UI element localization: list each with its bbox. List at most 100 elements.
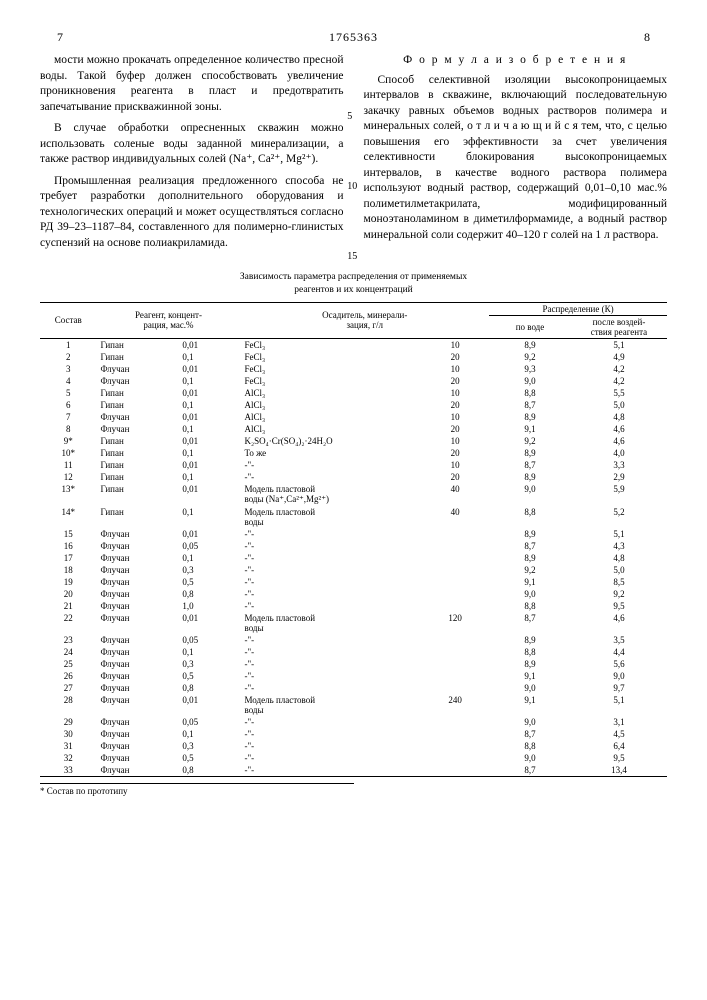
table-cell: 14* bbox=[40, 506, 96, 528]
table-cell: Флучан bbox=[96, 600, 178, 612]
table-cell bbox=[421, 752, 489, 764]
table-cell: FeCl₃ bbox=[241, 338, 422, 351]
table-row: 25Флучан0,3-"-8,95,6 bbox=[40, 658, 667, 670]
table-cell: FeCl₃ bbox=[241, 363, 422, 375]
th-reagent: Реагент, концент- рация, мас.% bbox=[96, 302, 240, 338]
table-cell: Гипан bbox=[96, 387, 178, 399]
table-cell: 8,9 bbox=[489, 411, 571, 423]
table-cell: 8,7 bbox=[489, 540, 571, 552]
table-cell: 0,3 bbox=[178, 564, 240, 576]
table-cell: 5,0 bbox=[571, 399, 667, 411]
table-row: 8Флучан0,1AlCl₃209,14,6 bbox=[40, 423, 667, 435]
table-cell: 8,8 bbox=[489, 600, 571, 612]
table-cell: 0,05 bbox=[178, 716, 240, 728]
table-cell: 0,8 bbox=[178, 682, 240, 694]
table-cell: То же bbox=[241, 447, 422, 459]
left-p1: мости можно прокачать определенное колич… bbox=[40, 53, 344, 115]
document-number: 1765363 bbox=[80, 30, 627, 45]
table-cell: 0,3 bbox=[178, 658, 240, 670]
table-cell: 9,0 bbox=[489, 483, 571, 506]
table-cell: 9* bbox=[40, 435, 96, 447]
table-cell: FeCl₃ bbox=[241, 351, 422, 363]
table-cell: -"- bbox=[241, 716, 422, 728]
table-cell: 8,7 bbox=[489, 764, 571, 776]
table-cell: AlCl₃ bbox=[241, 423, 422, 435]
table-cell: 5,2 bbox=[571, 506, 667, 528]
table-cell: 9,3 bbox=[489, 363, 571, 375]
table-cell: Флучан bbox=[96, 658, 178, 670]
table-cell bbox=[421, 600, 489, 612]
table-cell: 8,9 bbox=[489, 634, 571, 646]
right-p1: Способ селективной изоляции высокопрониц… bbox=[364, 73, 668, 244]
table-cell: 0,01 bbox=[178, 338, 240, 351]
table-cell: 9,7 bbox=[571, 682, 667, 694]
table-cell: 0,1 bbox=[178, 399, 240, 411]
table-row: 26Флучан0,5-"-9,19,0 bbox=[40, 670, 667, 682]
table-cell: 13,4 bbox=[571, 764, 667, 776]
table-cell: Флучан bbox=[96, 363, 178, 375]
table-cell: 5,1 bbox=[571, 528, 667, 540]
table-cell: 0,3 bbox=[178, 740, 240, 752]
table-cell: 10 bbox=[421, 411, 489, 423]
table-cell: 9,1 bbox=[489, 694, 571, 716]
table-cell: Гипан bbox=[96, 483, 178, 506]
table-cell: 0,1 bbox=[178, 423, 240, 435]
table-cell: 0,01 bbox=[178, 435, 240, 447]
table-cell: 28 bbox=[40, 694, 96, 716]
table-row: 16Флучан0,05-"-8,74,3 bbox=[40, 540, 667, 552]
table-cell: 9,2 bbox=[489, 435, 571, 447]
table-cell: 0,1 bbox=[178, 552, 240, 564]
table-cell: 0,05 bbox=[178, 634, 240, 646]
table-cell: 8 bbox=[40, 423, 96, 435]
table-cell: 8,7 bbox=[489, 612, 571, 634]
table-cell: 29 bbox=[40, 716, 96, 728]
table-cell: -"- bbox=[241, 528, 422, 540]
table-cell: 3,1 bbox=[571, 716, 667, 728]
table-cell: -"- bbox=[241, 634, 422, 646]
table-cell: -"- bbox=[241, 552, 422, 564]
table-cell: Флучан bbox=[96, 375, 178, 387]
table-cell: -"- bbox=[241, 459, 422, 471]
table-row: 18Флучан0,3-"-9,25,0 bbox=[40, 564, 667, 576]
table-cell: 32 bbox=[40, 752, 96, 764]
table-row: 33Флучан0,8-"-8,713,4 bbox=[40, 764, 667, 776]
table-cell: 10* bbox=[40, 447, 96, 459]
data-table: Состав Реагент, концент- рация, мас.% Ос… bbox=[40, 302, 667, 776]
table-cell: Модель пластовой воды (Na⁺,Ca²⁺,Mg²⁺) bbox=[241, 483, 422, 506]
table-cell: Гипан bbox=[96, 399, 178, 411]
table-cell: 4,0 bbox=[571, 447, 667, 459]
table-cell: Флучан bbox=[96, 728, 178, 740]
table-cell: 20 bbox=[421, 471, 489, 483]
table-row: 6Гипан0,1AlCl₃208,75,0 bbox=[40, 399, 667, 411]
table-cell: 3,5 bbox=[571, 634, 667, 646]
table-cell: 30 bbox=[40, 728, 96, 740]
table-cell: Флучан bbox=[96, 576, 178, 588]
table-cell: 9,2 bbox=[489, 351, 571, 363]
table-cell: 20 bbox=[421, 375, 489, 387]
table-row: 17Флучан0,1-"-8,94,8 bbox=[40, 552, 667, 564]
table-row: 24Флучан0,1-"-8,84,4 bbox=[40, 646, 667, 658]
table-cell: 0,1 bbox=[178, 351, 240, 363]
table-cell: Модель пластовой воды bbox=[241, 612, 422, 634]
table-cell: Модель пластовой воды bbox=[241, 506, 422, 528]
table-cell bbox=[421, 764, 489, 776]
table-cell: 20 bbox=[421, 399, 489, 411]
table-cell: 22 bbox=[40, 612, 96, 634]
table-cell: 10 bbox=[421, 459, 489, 471]
table-body: 1Гипан0,01FeCl₃108,95,12Гипан0,1FeCl₃209… bbox=[40, 338, 667, 776]
th-raspredelenie: Распределение (К) bbox=[489, 302, 667, 315]
table-cell: 15 bbox=[40, 528, 96, 540]
table-cell: 9,1 bbox=[489, 576, 571, 588]
table-cell: 9,2 bbox=[571, 588, 667, 600]
table-cell: 18 bbox=[40, 564, 96, 576]
table-cell: -"- bbox=[241, 576, 422, 588]
page-num-right: 8 bbox=[627, 30, 667, 45]
table-row: 23Флучан0,05-"-8,93,5 bbox=[40, 634, 667, 646]
page-num-left: 7 bbox=[40, 30, 80, 45]
table-cell: 26 bbox=[40, 670, 96, 682]
table-cell: 2 bbox=[40, 351, 96, 363]
table-cell: -"- bbox=[241, 588, 422, 600]
footnote: * Состав по прототипу bbox=[40, 783, 354, 796]
table-cell: -"- bbox=[241, 564, 422, 576]
table-cell: 10 bbox=[421, 387, 489, 399]
